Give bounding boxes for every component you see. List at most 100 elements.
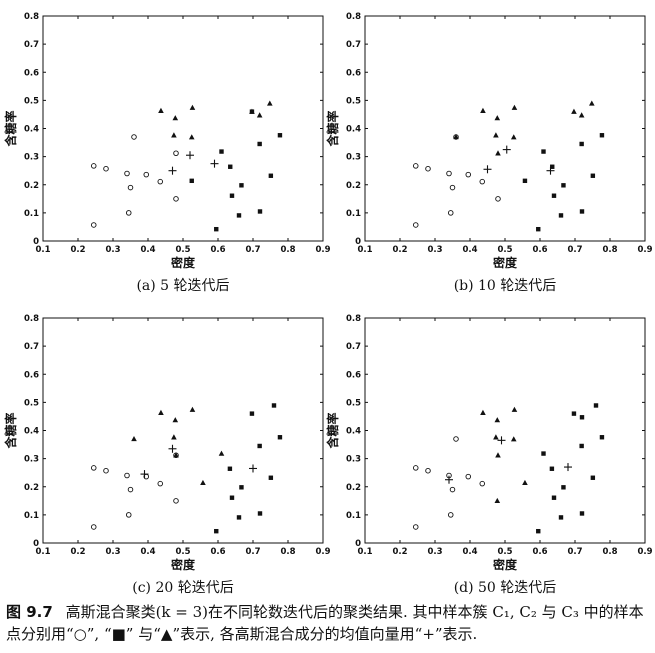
- y-tick-label: 0.1: [24, 209, 39, 219]
- cluster-c2-point: [593, 403, 599, 408]
- cluster-c3-point: [578, 112, 585, 118]
- cluster-c1-point: [479, 178, 486, 185]
- cluster-c2-point: [268, 475, 274, 480]
- x-tick-label: 0.3: [105, 245, 120, 255]
- cluster-c3-point: [480, 409, 486, 415]
- cluster-c2-point: [257, 511, 263, 516]
- cluster-c3-point: [189, 104, 196, 110]
- x-tick-label: 0.7: [245, 245, 260, 255]
- y-tick-label: 0.1: [24, 511, 39, 521]
- y-tick-label: 0.4: [24, 125, 39, 135]
- plot-frame: [364, 317, 646, 544]
- x-tick-label: 0.6: [210, 245, 225, 255]
- cluster-c3-point: [188, 134, 195, 140]
- cluster-c1-point: [173, 150, 179, 156]
- cluster-c1-point: [173, 196, 179, 202]
- x-tick-label: 0.6: [532, 245, 547, 255]
- x-tick-label: 0.1: [357, 547, 372, 557]
- y-tick-label: 0.2: [24, 181, 39, 191]
- cluster-c2-point: [579, 209, 585, 214]
- y-axis-label: 含糖率: [3, 412, 18, 448]
- cluster-c2-point: [561, 183, 566, 188]
- cluster-c3-point: [494, 497, 501, 504]
- y-tick-label: 0.3: [24, 455, 39, 465]
- y-tick-label: 0.4: [346, 427, 361, 437]
- cluster-c3-point: [158, 107, 164, 113]
- y-axis-label: 含糖率: [3, 110, 18, 146]
- x-axis-label: 密度: [493, 557, 518, 572]
- cluster-c2-point: [599, 133, 605, 138]
- cluster-c1-point: [465, 171, 472, 178]
- plot-frame: [42, 317, 324, 544]
- cluster-c2-point: [229, 495, 235, 500]
- cluster-c2-point: [551, 193, 557, 198]
- mean-vector-marker: [546, 166, 555, 175]
- y-tick-label: 0.8: [346, 314, 361, 324]
- cluster-c3-point: [510, 436, 517, 442]
- cluster-c2-point: [214, 226, 219, 232]
- cluster-c2-point: [271, 403, 277, 408]
- y-tick-label: 0: [355, 237, 361, 247]
- figure-caption: 图 9.7 高斯混合聚类(k = 3)在不同轮数迭代后的聚类结果. 其中样本簇 …: [6, 601, 649, 645]
- chart-panel-1: 0.1 0.2 0.3 0.4 0.5 0.6 0.7 0.8 0.900.10.20.30.4…: [325, 12, 653, 294]
- cluster-c1-point: [127, 486, 134, 493]
- x-tick-label: 0.8: [602, 547, 617, 557]
- cluster-c1-point: [425, 165, 431, 172]
- cluster-c1-point: [125, 512, 132, 518]
- cluster-c2-point: [561, 485, 566, 490]
- y-tick-label: 0.2: [346, 181, 361, 191]
- y-tick-label: 0.5: [24, 96, 39, 106]
- cluster-c2-point: [599, 435, 605, 440]
- cluster-c3-point: [571, 108, 577, 114]
- cluster-c3-point: [256, 112, 263, 118]
- y-tick-label: 0.3: [24, 153, 39, 163]
- y-axis-label: 含糖率: [325, 110, 340, 146]
- cluster-c1-point: [413, 524, 419, 530]
- cluster-c2-point: [229, 193, 235, 198]
- x-tick-label: 0.3: [105, 547, 120, 557]
- x-tick-label: 0.4: [140, 547, 155, 557]
- cluster-c2-point: [579, 511, 585, 516]
- cluster-c1-point: [157, 178, 163, 185]
- y-tick-label: 0.7: [24, 342, 39, 352]
- cluster-c3-point: [171, 434, 177, 440]
- cluster-c2-point: [558, 515, 564, 520]
- cluster-c2-point: [228, 164, 233, 169]
- y-tick-label: 0.2: [24, 483, 39, 493]
- y-tick-label: 0.6: [24, 370, 39, 380]
- cluster-c2-point: [550, 164, 555, 169]
- cluster-c2-point: [590, 173, 596, 178]
- cluster-c2-point: [277, 435, 283, 440]
- plot-frame: [42, 15, 324, 242]
- cluster-c1-point: [131, 134, 137, 140]
- cluster-c2-point: [236, 213, 242, 218]
- cluster-c1-point: [90, 222, 97, 228]
- cluster-c2-point: [257, 141, 262, 147]
- x-tick-label: 0.3: [427, 245, 442, 255]
- cluster-c3-point: [494, 417, 501, 423]
- cluster-c1-point: [449, 184, 456, 191]
- cluster-c3-point: [189, 406, 196, 412]
- x-tick-label: 0.9: [637, 245, 652, 255]
- cluster-c3-point: [249, 108, 255, 114]
- cluster-c3-point: [267, 100, 273, 106]
- y-tick-label: 0: [33, 539, 39, 549]
- mean-vector-marker: [168, 166, 177, 175]
- cluster-c2-point: [257, 209, 263, 214]
- y-tick-label: 0.4: [24, 427, 39, 437]
- figure-number: 图 9.7: [6, 603, 53, 621]
- cluster-c1-point: [103, 467, 109, 474]
- cluster-c2-point: [522, 178, 528, 184]
- y-tick-label: 0.3: [346, 153, 361, 163]
- x-axis-label: 密度: [171, 255, 196, 270]
- cluster-c2-point: [214, 528, 219, 534]
- cluster-c1-point: [90, 524, 97, 530]
- x-tick-label: 0.1: [357, 245, 372, 255]
- cluster-c3-point: [131, 435, 137, 442]
- cluster-c3-point: [511, 104, 518, 110]
- y-tick-label: 0.8: [24, 314, 39, 324]
- x-tick-label: 0.4: [462, 245, 477, 255]
- cluster-c3-point: [522, 479, 528, 486]
- x-tick-label: 0.7: [567, 547, 582, 557]
